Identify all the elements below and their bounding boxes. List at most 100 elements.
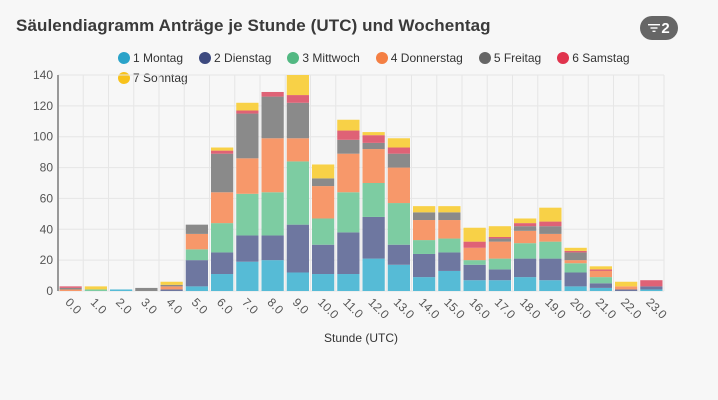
bar-segment[interactable]: [488, 241, 511, 259]
bar-segment[interactable]: [337, 232, 360, 275]
bar-segment[interactable]: [564, 260, 587, 264]
bar-segment[interactable]: [438, 252, 461, 271]
bar-segment[interactable]: [615, 286, 638, 290]
legend-item[interactable]: 3 Mittwoch: [287, 50, 360, 66]
bar-segment[interactable]: [362, 258, 385, 291]
bar-segment[interactable]: [514, 258, 537, 278]
bar-segment[interactable]: [337, 119, 360, 131]
bar-segment[interactable]: [185, 224, 208, 234]
bar-segment[interactable]: [312, 164, 335, 179]
bar-segment[interactable]: [564, 286, 587, 291]
legend-item[interactable]: 2 Dienstag: [199, 50, 271, 66]
bar-segment[interactable]: [312, 186, 335, 219]
bar-segment[interactable]: [84, 286, 107, 290]
bar-segment[interactable]: [640, 286, 663, 290]
filter-button[interactable]: 2: [640, 16, 678, 40]
bar-segment[interactable]: [387, 203, 410, 245]
bar-segment[interactable]: [539, 280, 562, 291]
bar-segment[interactable]: [514, 277, 537, 291]
bar-segment[interactable]: [615, 289, 638, 291]
bar-segment[interactable]: [413, 253, 436, 278]
bar-segment[interactable]: [539, 226, 562, 234]
bar-segment[interactable]: [337, 130, 360, 140]
bar-segment[interactable]: [362, 216, 385, 259]
bar-segment[interactable]: [488, 226, 511, 237]
bar-segment[interactable]: [135, 287, 158, 291]
bar-segment[interactable]: [286, 95, 309, 103]
bar-segment[interactable]: [337, 139, 360, 154]
bar-segment[interactable]: [589, 277, 612, 284]
bar-segment[interactable]: [413, 212, 436, 221]
legend-item[interactable]: 4 Donnerstag: [375, 50, 463, 66]
bar-segment[interactable]: [84, 289, 107, 291]
bar-segment[interactable]: [589, 283, 612, 288]
bar-segment[interactable]: [463, 247, 486, 261]
bar-segment[interactable]: [514, 243, 537, 259]
bar-segment[interactable]: [413, 220, 436, 241]
bar-segment[interactable]: [337, 274, 360, 291]
bar-segment[interactable]: [463, 241, 486, 248]
bar-segment[interactable]: [539, 233, 562, 242]
bar-segment[interactable]: [564, 252, 587, 261]
bar-segment[interactable]: [589, 287, 612, 291]
bar-segment[interactable]: [236, 113, 259, 159]
bar-segment[interactable]: [236, 261, 259, 291]
bar-segment[interactable]: [211, 192, 234, 224]
bar-segment[interactable]: [387, 244, 410, 265]
bar-segment[interactable]: [488, 238, 511, 242]
bar-segment[interactable]: [514, 218, 537, 224]
bar-segment[interactable]: [160, 289, 183, 291]
bar-segment[interactable]: [539, 207, 562, 222]
bar-segment[interactable]: [488, 258, 511, 270]
bar-segment[interactable]: [463, 264, 486, 281]
bar-segment[interactable]: [236, 158, 259, 194]
bar-segment[interactable]: [514, 226, 537, 231]
bar-segment[interactable]: [488, 280, 511, 291]
bar-segment[interactable]: [211, 274, 234, 291]
bar-segment[interactable]: [261, 91, 284, 97]
bar-segment[interactable]: [539, 221, 562, 227]
bar-segment[interactable]: [286, 102, 309, 139]
bar-segment[interactable]: [362, 135, 385, 143]
bar-segment[interactable]: [185, 286, 208, 291]
bar-segment[interactable]: [387, 167, 410, 204]
bar-segment[interactable]: [362, 132, 385, 136]
bar-segment[interactable]: [539, 258, 562, 281]
bar-segment[interactable]: [615, 281, 638, 287]
legend-item[interactable]: 5 Freitag: [478, 50, 541, 66]
bar-segment[interactable]: [438, 206, 461, 213]
bar-segment[interactable]: [312, 274, 335, 291]
bar-segment[interactable]: [286, 75, 309, 96]
legend-item[interactable]: 1 Montag: [118, 50, 183, 66]
bar-segment[interactable]: [110, 289, 133, 291]
bar-segment[interactable]: [286, 161, 309, 225]
bar-segment[interactable]: [185, 233, 208, 250]
bar-segment[interactable]: [413, 240, 436, 254]
bar-segment[interactable]: [185, 249, 208, 261]
bar-segment[interactable]: [539, 241, 562, 259]
bar-segment[interactable]: [312, 218, 335, 245]
bar-segment[interactable]: [589, 269, 612, 271]
bar-segment[interactable]: [211, 150, 234, 154]
bar-segment[interactable]: [438, 220, 461, 239]
bar-segment[interactable]: [564, 247, 587, 251]
bar-segment[interactable]: [160, 281, 183, 285]
bar-segment[interactable]: [438, 238, 461, 253]
bar-segment[interactable]: [413, 277, 436, 291]
bar-segment[interactable]: [211, 252, 234, 275]
bar-segment[interactable]: [564, 263, 587, 273]
bar-segment[interactable]: [413, 206, 436, 213]
bar-segment[interactable]: [185, 260, 208, 287]
bar-segment[interactable]: [589, 266, 612, 270]
bar-segment[interactable]: [564, 250, 587, 253]
bar-segment[interactable]: [211, 153, 234, 193]
bar-segment[interactable]: [337, 153, 360, 193]
bar-segment[interactable]: [286, 224, 309, 273]
bar-segment[interactable]: [463, 227, 486, 242]
bar-segment[interactable]: [640, 289, 663, 291]
bar-segment[interactable]: [438, 270, 461, 291]
bar-segment[interactable]: [261, 138, 284, 193]
bar-segment[interactable]: [59, 286, 82, 288]
bar-segment[interactable]: [261, 96, 284, 139]
bar-segment[interactable]: [387, 264, 410, 291]
